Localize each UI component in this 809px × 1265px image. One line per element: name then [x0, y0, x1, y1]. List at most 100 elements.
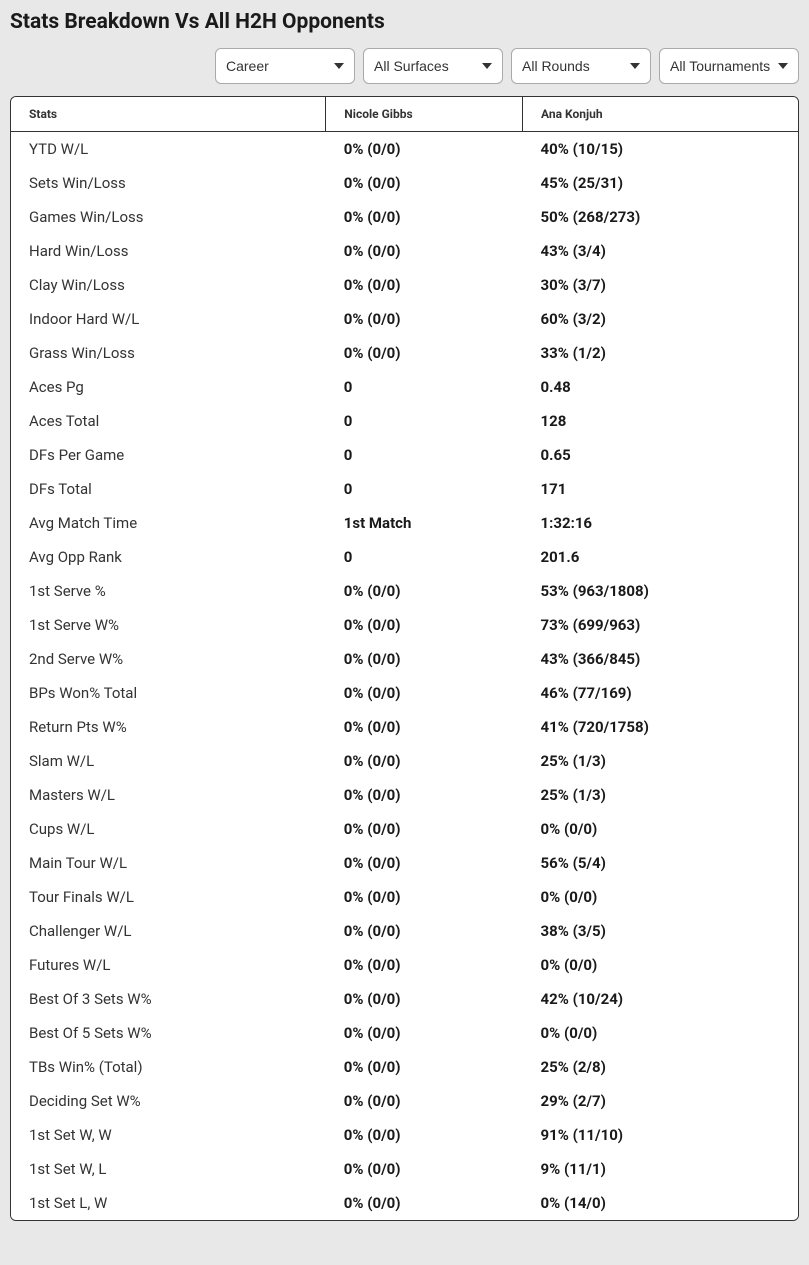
table-row: YTD W/L0% (0/0)40% (10/15) — [11, 132, 798, 167]
stat-label: Indoor Hard W/L — [11, 302, 326, 336]
player1-value: 0% (0/0) — [326, 676, 523, 710]
stat-label: DFs Per Game — [11, 438, 326, 472]
player2-value: 60% (3/2) — [523, 302, 798, 336]
table-row: Sets Win/Loss0% (0/0)45% (25/31) — [11, 166, 798, 200]
player1-value: 0% (0/0) — [326, 982, 523, 1016]
player1-value: 0% (0/0) — [326, 200, 523, 234]
player1-value: 0% (0/0) — [326, 778, 523, 812]
player1-value: 0% (0/0) — [326, 1118, 523, 1152]
player2-value: 0% (0/0) — [523, 948, 798, 982]
player2-value: 45% (25/31) — [523, 166, 798, 200]
table-row: DFs Total0171 — [11, 472, 798, 506]
stat-label: Main Tour W/L — [11, 846, 326, 880]
stat-label: Best Of 5 Sets W% — [11, 1016, 326, 1050]
stat-label: Tour Finals W/L — [11, 880, 326, 914]
player1-value: 0% (0/0) — [326, 234, 523, 268]
table-row: TBs Win% (Total)0% (0/0)25% (2/8) — [11, 1050, 798, 1084]
surface-select[interactable]: All Surfaces — [363, 48, 503, 84]
table-row: Aces Pg00.48 — [11, 370, 798, 404]
stat-label: Challenger W/L — [11, 914, 326, 948]
player1-value: 0% (0/0) — [326, 132, 523, 167]
player2-value: 91% (11/10) — [523, 1118, 798, 1152]
player1-value: 0% (0/0) — [326, 710, 523, 744]
stat-label: Clay Win/Loss — [11, 268, 326, 302]
player1-value: 0 — [326, 438, 523, 472]
player2-value: 30% (3/7) — [523, 268, 798, 302]
stat-label: Deciding Set W% — [11, 1084, 326, 1118]
stat-label: Best Of 3 Sets W% — [11, 982, 326, 1016]
stats-table: Stats Nicole Gibbs Ana Konjuh YTD W/L0% … — [11, 97, 798, 1220]
player2-value: 9% (11/1) — [523, 1152, 798, 1186]
player1-value: 0% (0/0) — [326, 880, 523, 914]
stat-label: Aces Total — [11, 404, 326, 438]
table-row: 1st Serve W%0% (0/0)73% (699/963) — [11, 608, 798, 642]
player2-value: 25% (2/8) — [523, 1050, 798, 1084]
stat-label: Hard Win/Loss — [11, 234, 326, 268]
column-header-player1: Nicole Gibbs — [326, 97, 523, 132]
player2-value: 171 — [523, 472, 798, 506]
player1-value: 0% (0/0) — [326, 574, 523, 608]
stat-label: 2nd Serve W% — [11, 642, 326, 676]
table-row: 1st Set L, W0% (0/0)0% (14/0) — [11, 1186, 798, 1220]
player1-value: 0% (0/0) — [326, 1084, 523, 1118]
stat-label: Games Win/Loss — [11, 200, 326, 234]
stat-label: Avg Match Time — [11, 506, 326, 540]
table-row: 1st Set W, W0% (0/0)91% (11/10) — [11, 1118, 798, 1152]
stat-label: Grass Win/Loss — [11, 336, 326, 370]
table-row: Challenger W/L0% (0/0)38% (3/5) — [11, 914, 798, 948]
player1-value: 0 — [326, 370, 523, 404]
player2-value: 43% (3/4) — [523, 234, 798, 268]
player1-value: 0% (0/0) — [326, 744, 523, 778]
player1-value: 0% (0/0) — [326, 1152, 523, 1186]
table-row: DFs Per Game00.65 — [11, 438, 798, 472]
stat-label: Aces Pg — [11, 370, 326, 404]
stats-tbody: YTD W/L0% (0/0)40% (10/15)Sets Win/Loss0… — [11, 132, 798, 1221]
period-select[interactable]: Career — [215, 48, 355, 84]
player2-value: 46% (77/169) — [523, 676, 798, 710]
player1-value: 0% (0/0) — [326, 812, 523, 846]
player1-value: 0% (0/0) — [326, 914, 523, 948]
table-row: Clay Win/Loss0% (0/0)30% (3/7) — [11, 268, 798, 302]
player2-value: 1:32:16 — [523, 506, 798, 540]
page-title: Stats Breakdown Vs All H2H Opponents — [10, 10, 799, 34]
player1-value: 0 — [326, 404, 523, 438]
player2-value: 42% (10/24) — [523, 982, 798, 1016]
table-row: Slam W/L0% (0/0)25% (1/3) — [11, 744, 798, 778]
player2-value: 50% (268/273) — [523, 200, 798, 234]
column-header-stats: Stats — [11, 97, 326, 132]
round-select[interactable]: All Rounds — [511, 48, 651, 84]
player1-value: 0% (0/0) — [326, 948, 523, 982]
stat-label: Return Pts W% — [11, 710, 326, 744]
table-row: Return Pts W%0% (0/0)41% (720/1758) — [11, 710, 798, 744]
table-row: 1st Serve %0% (0/0)53% (963/1808) — [11, 574, 798, 608]
stat-label: Masters W/L — [11, 778, 326, 812]
player2-value: 53% (963/1808) — [523, 574, 798, 608]
stat-label: Cups W/L — [11, 812, 326, 846]
stat-label: 1st Set W, W — [11, 1118, 326, 1152]
player1-value: 0 — [326, 540, 523, 574]
stat-label: Avg Opp Rank — [11, 540, 326, 574]
player2-value: 0.48 — [523, 370, 798, 404]
table-row: Main Tour W/L0% (0/0)56% (5/4) — [11, 846, 798, 880]
table-row: Cups W/L0% (0/0)0% (0/0) — [11, 812, 798, 846]
table-row: Futures W/L0% (0/0)0% (0/0) — [11, 948, 798, 982]
table-row: Avg Opp Rank0201.6 — [11, 540, 798, 574]
table-row: Hard Win/Loss0% (0/0)43% (3/4) — [11, 234, 798, 268]
stat-label: 1st Set W, L — [11, 1152, 326, 1186]
player2-value: 128 — [523, 404, 798, 438]
player2-value: 33% (1/2) — [523, 336, 798, 370]
table-row: Indoor Hard W/L0% (0/0)60% (3/2) — [11, 302, 798, 336]
tournament-select[interactable]: All Tournaments — [659, 48, 799, 84]
table-row: Aces Total0128 — [11, 404, 798, 438]
stat-label: Slam W/L — [11, 744, 326, 778]
table-row: Games Win/Loss0% (0/0)50% (268/273) — [11, 200, 798, 234]
player2-value: 56% (5/4) — [523, 846, 798, 880]
stat-label: DFs Total — [11, 472, 326, 506]
player2-value: 25% (1/3) — [523, 744, 798, 778]
table-row: Best Of 3 Sets W%0% (0/0)42% (10/24) — [11, 982, 798, 1016]
player1-value: 0% (0/0) — [326, 268, 523, 302]
player1-value: 0% (0/0) — [326, 1050, 523, 1084]
player2-value: 73% (699/963) — [523, 608, 798, 642]
player2-value: 41% (720/1758) — [523, 710, 798, 744]
player1-value: 0% (0/0) — [326, 302, 523, 336]
